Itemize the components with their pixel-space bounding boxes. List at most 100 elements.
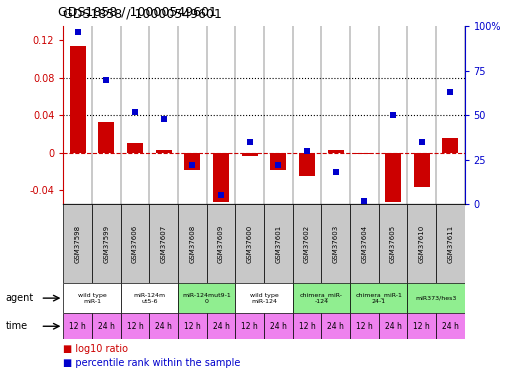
Bar bbox=[379, 313, 407, 339]
Bar bbox=[98, 122, 114, 153]
Bar bbox=[235, 204, 264, 283]
Text: GSM37599: GSM37599 bbox=[103, 225, 109, 263]
Text: 24 h: 24 h bbox=[327, 322, 344, 331]
Bar bbox=[264, 204, 293, 283]
Point bbox=[389, 112, 397, 118]
Bar bbox=[379, 204, 407, 283]
Text: GSM37604: GSM37604 bbox=[361, 225, 367, 263]
Bar bbox=[121, 283, 178, 313]
Bar bbox=[63, 283, 121, 313]
Bar bbox=[92, 204, 121, 283]
Text: GSM37608: GSM37608 bbox=[190, 225, 195, 263]
Bar bbox=[63, 204, 92, 283]
Bar bbox=[156, 150, 172, 153]
Point bbox=[131, 109, 139, 115]
Bar bbox=[328, 150, 344, 153]
Bar bbox=[407, 204, 436, 283]
Point bbox=[246, 139, 254, 145]
Text: 12 h: 12 h bbox=[299, 322, 315, 331]
Bar bbox=[63, 313, 92, 339]
Text: 12 h: 12 h bbox=[69, 322, 86, 331]
Point bbox=[217, 192, 225, 198]
Point bbox=[418, 139, 426, 145]
Bar bbox=[442, 138, 458, 153]
Point bbox=[332, 170, 340, 176]
Bar bbox=[322, 204, 350, 283]
Bar bbox=[299, 153, 315, 176]
Bar bbox=[436, 204, 465, 283]
Bar bbox=[407, 313, 436, 339]
Bar bbox=[178, 204, 206, 283]
Text: GSM37610: GSM37610 bbox=[419, 225, 425, 263]
Text: 12 h: 12 h bbox=[356, 322, 373, 331]
Text: 12 h: 12 h bbox=[127, 322, 144, 331]
Point bbox=[360, 198, 369, 204]
Bar bbox=[350, 283, 407, 313]
Bar bbox=[264, 313, 293, 339]
Point bbox=[303, 148, 311, 154]
Point bbox=[446, 89, 455, 95]
Bar bbox=[92, 313, 121, 339]
Text: 24 h: 24 h bbox=[270, 322, 287, 331]
Bar bbox=[436, 313, 465, 339]
Point bbox=[274, 162, 282, 168]
Text: GSM37605: GSM37605 bbox=[390, 225, 396, 263]
Point bbox=[73, 28, 82, 34]
Text: 24 h: 24 h bbox=[155, 322, 172, 331]
Point bbox=[159, 116, 168, 122]
Bar bbox=[178, 283, 235, 313]
Text: 12 h: 12 h bbox=[241, 322, 258, 331]
Bar bbox=[407, 283, 465, 313]
Text: time: time bbox=[5, 321, 27, 331]
Text: GSM37603: GSM37603 bbox=[333, 225, 338, 263]
Text: 24 h: 24 h bbox=[384, 322, 401, 331]
Bar bbox=[385, 153, 401, 202]
Bar bbox=[149, 204, 178, 283]
Text: GSM37598: GSM37598 bbox=[74, 225, 81, 263]
Bar bbox=[293, 204, 322, 283]
Text: GSM37609: GSM37609 bbox=[218, 225, 224, 263]
Bar bbox=[414, 153, 430, 187]
Bar bbox=[356, 153, 372, 154]
Text: ■ log10 ratio: ■ log10 ratio bbox=[63, 345, 128, 354]
Bar bbox=[242, 153, 258, 156]
Bar bbox=[235, 313, 264, 339]
Bar bbox=[184, 153, 200, 170]
Text: wild type
miR-124: wild type miR-124 bbox=[250, 293, 278, 303]
Text: miR-124m
ut5-6: miR-124m ut5-6 bbox=[133, 293, 165, 303]
Bar bbox=[178, 313, 206, 339]
Bar bbox=[350, 313, 379, 339]
Text: GDS1858 / 10000549601: GDS1858 / 10000549601 bbox=[63, 8, 222, 21]
Bar bbox=[293, 313, 322, 339]
Bar bbox=[206, 313, 235, 339]
Text: GSM37601: GSM37601 bbox=[275, 225, 281, 263]
Text: GSM37611: GSM37611 bbox=[447, 225, 454, 263]
Bar bbox=[70, 46, 86, 153]
Text: chimera_miR-1
24-1: chimera_miR-1 24-1 bbox=[355, 292, 402, 304]
Text: 24 h: 24 h bbox=[213, 322, 230, 331]
Bar bbox=[206, 204, 235, 283]
Bar bbox=[270, 153, 286, 170]
Text: GDS1858 / 10000549601: GDS1858 / 10000549601 bbox=[58, 6, 217, 19]
Bar bbox=[293, 283, 350, 313]
Text: 24 h: 24 h bbox=[442, 322, 459, 331]
Bar bbox=[149, 313, 178, 339]
Text: GSM37602: GSM37602 bbox=[304, 225, 310, 263]
Text: wild type
miR-1: wild type miR-1 bbox=[78, 293, 107, 303]
Text: 24 h: 24 h bbox=[98, 322, 115, 331]
Text: 12 h: 12 h bbox=[184, 322, 201, 331]
Text: GSM37600: GSM37600 bbox=[247, 225, 253, 263]
Bar bbox=[235, 283, 293, 313]
Point bbox=[188, 162, 196, 168]
Point bbox=[102, 77, 110, 83]
Text: miR373/hes3: miR373/hes3 bbox=[416, 296, 457, 301]
Text: miR-124mut9-1
0: miR-124mut9-1 0 bbox=[182, 293, 231, 303]
Bar bbox=[322, 313, 350, 339]
Text: chimera_miR-
-124: chimera_miR- -124 bbox=[300, 292, 343, 304]
Text: 12 h: 12 h bbox=[413, 322, 430, 331]
Text: GSM37607: GSM37607 bbox=[161, 225, 167, 263]
Bar bbox=[213, 153, 229, 202]
Bar bbox=[121, 204, 149, 283]
Bar bbox=[350, 204, 379, 283]
Text: ■ percentile rank within the sample: ■ percentile rank within the sample bbox=[63, 358, 241, 368]
